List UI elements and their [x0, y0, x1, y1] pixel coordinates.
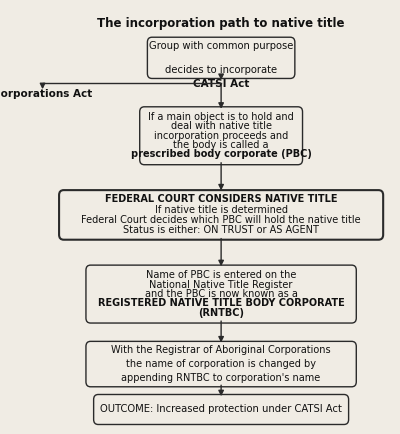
Text: CATSI Act: CATSI Act	[193, 79, 249, 89]
Text: (RNTBC): (RNTBC)	[198, 308, 244, 318]
Text: With the Registrar of Aboriginal Corporations: With the Registrar of Aboriginal Corpora…	[111, 345, 331, 355]
Text: FEDERAL COURT CONSIDERS NATIVE TITLE: FEDERAL COURT CONSIDERS NATIVE TITLE	[105, 194, 337, 204]
FancyBboxPatch shape	[147, 37, 295, 79]
Text: Status is either: ON TRUST or AS AGENT: Status is either: ON TRUST or AS AGENT	[123, 225, 319, 235]
FancyBboxPatch shape	[140, 107, 302, 165]
Text: If a main object is to hold and: If a main object is to hold and	[148, 112, 294, 122]
Text: incorporation proceeds and: incorporation proceeds and	[154, 131, 288, 141]
Text: If native title is determined: If native title is determined	[155, 205, 288, 215]
Text: and the PBC is now known as a: and the PBC is now known as a	[145, 289, 298, 299]
Text: OUTCOME: Increased protection under CATSI Act: OUTCOME: Increased protection under CATS…	[100, 404, 342, 414]
Text: Federal Court decides which PBC will hold the native title: Federal Court decides which PBC will hol…	[81, 215, 361, 225]
Text: Name of PBC is entered on the: Name of PBC is entered on the	[146, 270, 296, 280]
Text: Group with common purpose: Group with common purpose	[149, 41, 293, 51]
Text: deal with native title: deal with native title	[171, 122, 272, 132]
Text: the body is called a: the body is called a	[173, 140, 269, 150]
FancyBboxPatch shape	[59, 190, 383, 240]
Text: decides to incorporate: decides to incorporate	[165, 65, 277, 75]
Text: the name of corporation is changed by: the name of corporation is changed by	[126, 359, 316, 369]
FancyBboxPatch shape	[86, 265, 356, 323]
Text: prescribed body corporate (PBC): prescribed body corporate (PBC)	[131, 149, 312, 159]
FancyBboxPatch shape	[86, 342, 356, 387]
Text: National Native Title Register: National Native Title Register	[150, 280, 293, 290]
FancyBboxPatch shape	[94, 395, 349, 424]
Text: appending RNTBC to corporation's name: appending RNTBC to corporation's name	[122, 373, 321, 383]
Text: REGISTERED NATIVE TITLE BODY CORPORATE: REGISTERED NATIVE TITLE BODY CORPORATE	[98, 299, 344, 309]
Text: Corporations Act: Corporations Act	[0, 89, 92, 99]
Text: The incorporation path to native title: The incorporation path to native title	[97, 17, 345, 30]
